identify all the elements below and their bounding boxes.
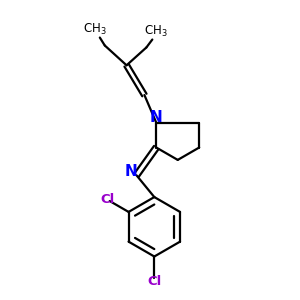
Text: Cl: Cl <box>100 193 115 206</box>
Text: Cl: Cl <box>147 275 161 288</box>
Text: N: N <box>124 164 137 179</box>
Text: CH$_3$: CH$_3$ <box>83 22 107 37</box>
Text: CH$_3$: CH$_3$ <box>144 24 168 39</box>
Text: N: N <box>150 110 163 125</box>
